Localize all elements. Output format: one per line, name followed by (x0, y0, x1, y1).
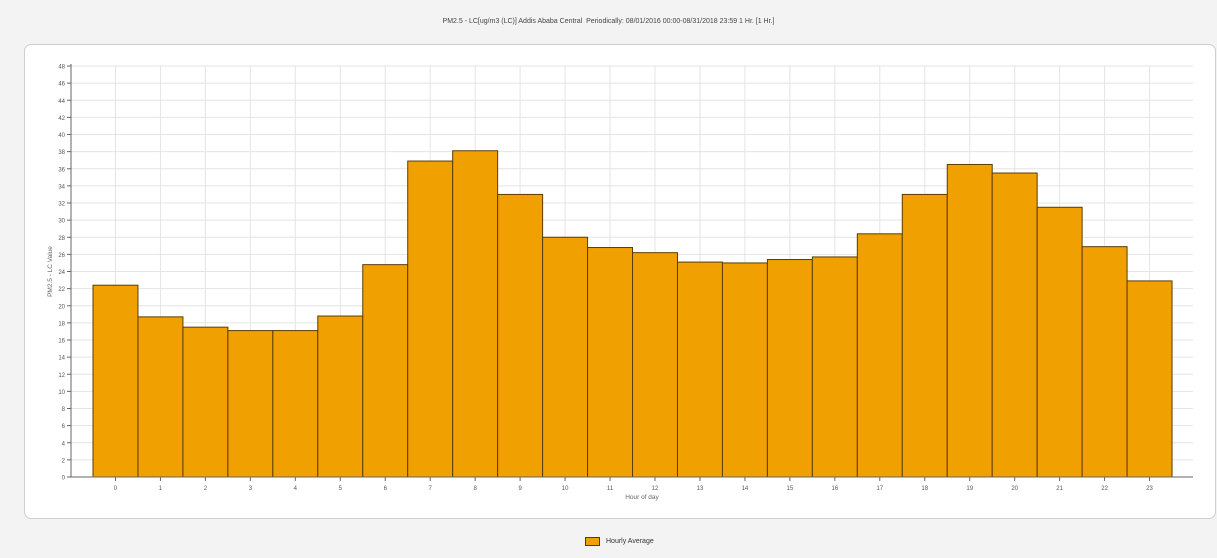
bar (766, 259, 813, 478)
bar (946, 163, 993, 478)
y-tick-label: 34 (58, 184, 65, 190)
bar (137, 316, 184, 478)
bar (497, 193, 544, 478)
bar (991, 172, 1038, 478)
y-tick-label: 48 (58, 65, 65, 71)
x-tick-label: 1 (159, 486, 163, 492)
x-axis-label: Hour of day (625, 494, 659, 501)
bar (92, 284, 139, 478)
x-tick-label: 2 (204, 486, 208, 492)
y-tick-label: 18 (58, 321, 65, 327)
y-tick-label: 28 (58, 236, 65, 242)
bar (856, 233, 903, 478)
y-tick-label: 4 (62, 441, 66, 447)
bar (362, 264, 409, 478)
x-tick-label: 5 (339, 486, 343, 492)
y-tick-label: 0 (62, 476, 66, 482)
y-tick-label: 26 (58, 253, 65, 259)
x-tick-label: 0 (114, 486, 118, 492)
y-tick-label: 16 (58, 339, 65, 345)
bar (317, 315, 364, 478)
x-tick-label: 11 (607, 486, 614, 492)
bar (811, 256, 858, 478)
legend-swatch (585, 536, 600, 546)
bar (1036, 206, 1083, 478)
y-tick-label: 32 (58, 202, 65, 208)
x-tick-label: 9 (518, 486, 522, 492)
bar (407, 160, 454, 478)
x-tick-label: 21 (1056, 486, 1063, 492)
y-tick-label: 38 (58, 150, 65, 156)
y-tick-label: 36 (58, 167, 65, 173)
bar (1081, 246, 1128, 478)
y-tick-label: 22 (58, 287, 65, 293)
bar (901, 193, 948, 478)
y-tick-label: 6 (62, 424, 66, 430)
bar (452, 150, 499, 478)
x-tick-label: 3 (249, 486, 253, 492)
x-tick-label: 7 (429, 486, 433, 492)
legend-label: Hourly Average (606, 537, 654, 545)
x-tick-label: 13 (697, 486, 704, 492)
chart-title: PM2.5 - LC[ug/m3 (LC)] Addis Ababa Centr… (442, 18, 775, 25)
x-tick-label: 10 (562, 486, 569, 492)
y-axis-label: PM2.5 - LC Value (47, 246, 54, 297)
x-tick-label: 22 (1101, 486, 1108, 492)
bar (1126, 280, 1173, 478)
x-tick-label: 23 (1146, 486, 1153, 492)
y-tick-label: 44 (58, 99, 65, 105)
legend[interactable]: Hourly Average (585, 536, 654, 546)
x-tick-label: 19 (966, 486, 973, 492)
y-tick-label: 10 (58, 390, 65, 396)
x-tick-label: 16 (831, 486, 838, 492)
x-tick-label: 8 (473, 486, 477, 492)
y-tick-label: 2 (62, 458, 66, 464)
y-tick-label: 40 (58, 133, 65, 139)
x-tick-label: 6 (384, 486, 388, 492)
bar (587, 247, 634, 478)
x-tick-label: 15 (787, 486, 794, 492)
bar (542, 236, 589, 478)
y-tick-label: 46 (58, 82, 65, 88)
y-tick-label: 12 (58, 373, 65, 379)
y-tick-label: 24 (58, 270, 65, 276)
bar (272, 330, 319, 478)
y-tick-label: 42 (58, 116, 65, 122)
y-tick-label: 8 (62, 407, 66, 413)
bar (721, 262, 768, 478)
bar (632, 252, 678, 478)
bar (676, 261, 723, 478)
y-tick-label: 30 (58, 219, 65, 225)
bar (182, 326, 229, 478)
x-tick-label: 18 (921, 486, 928, 492)
x-tick-label: 12 (652, 486, 659, 492)
x-tick-label: 14 (742, 486, 749, 492)
x-tick-label: 17 (876, 486, 883, 492)
x-tick-label: 4 (294, 486, 298, 492)
y-tick-label: 14 (58, 356, 65, 362)
x-tick-label: 20 (1011, 486, 1018, 492)
bar (227, 330, 274, 478)
y-tick-label: 20 (58, 304, 65, 310)
